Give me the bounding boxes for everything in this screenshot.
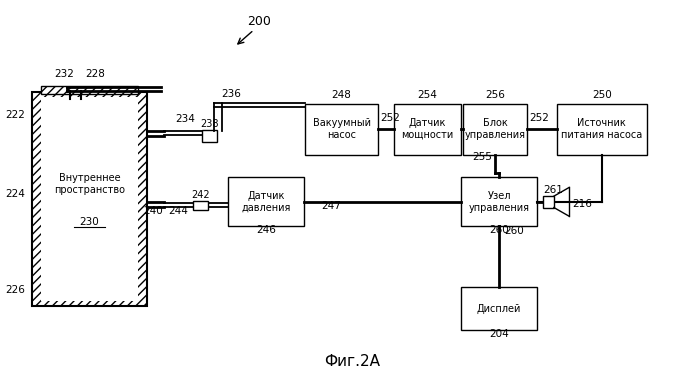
Text: 238: 238 <box>200 119 219 129</box>
Bar <box>463 104 527 155</box>
Text: 200: 200 <box>247 15 271 28</box>
Text: 244: 244 <box>168 206 188 216</box>
Bar <box>228 177 304 226</box>
Text: 255: 255 <box>473 152 493 162</box>
Text: 230: 230 <box>80 217 99 227</box>
Bar <box>41 97 138 301</box>
Bar <box>461 287 537 330</box>
Bar <box>305 104 378 155</box>
Bar <box>542 196 554 208</box>
Text: 240: 240 <box>143 206 163 216</box>
Bar <box>556 104 647 155</box>
Text: Датчик
давления: Датчик давления <box>241 191 290 213</box>
Text: Узел
управления: Узел управления <box>469 191 530 213</box>
Text: 246: 246 <box>256 225 276 235</box>
Text: 216: 216 <box>572 199 592 210</box>
Text: 224: 224 <box>6 189 25 199</box>
Text: Датчик
мощности: Датчик мощности <box>401 118 454 140</box>
Text: 254: 254 <box>417 90 438 100</box>
Bar <box>32 92 147 306</box>
Bar <box>202 130 217 142</box>
Text: 261: 261 <box>542 185 563 195</box>
Text: 260: 260 <box>505 226 524 236</box>
Text: 252: 252 <box>381 114 400 123</box>
Text: 228: 228 <box>85 69 105 79</box>
Text: 242: 242 <box>191 190 210 200</box>
Bar <box>394 104 461 155</box>
Text: 252: 252 <box>530 114 550 123</box>
Bar <box>32 92 147 306</box>
Text: 256: 256 <box>485 90 505 100</box>
Text: Внутреннее
пространство: Внутреннее пространство <box>54 173 125 195</box>
Text: 226: 226 <box>6 285 25 295</box>
Bar <box>461 177 537 226</box>
Text: Фиг.2А: Фиг.2А <box>324 354 380 369</box>
Text: 247: 247 <box>321 201 342 211</box>
Text: 248: 248 <box>332 90 351 100</box>
Text: 222: 222 <box>6 110 25 120</box>
Text: 204: 204 <box>489 329 509 339</box>
Text: Блок
управления: Блок управления <box>465 118 526 140</box>
Text: Дисплей: Дисплей <box>477 304 522 314</box>
Text: Источник
питания насоса: Источник питания насоса <box>561 118 643 140</box>
Text: 260: 260 <box>489 225 509 235</box>
Text: 236: 236 <box>220 89 241 99</box>
Bar <box>41 86 139 94</box>
Text: 234: 234 <box>175 114 195 123</box>
Text: 232: 232 <box>55 69 74 79</box>
Text: 250: 250 <box>592 90 612 100</box>
Bar <box>193 201 209 210</box>
Text: Вакуумный
насос: Вакуумный насос <box>313 118 370 140</box>
